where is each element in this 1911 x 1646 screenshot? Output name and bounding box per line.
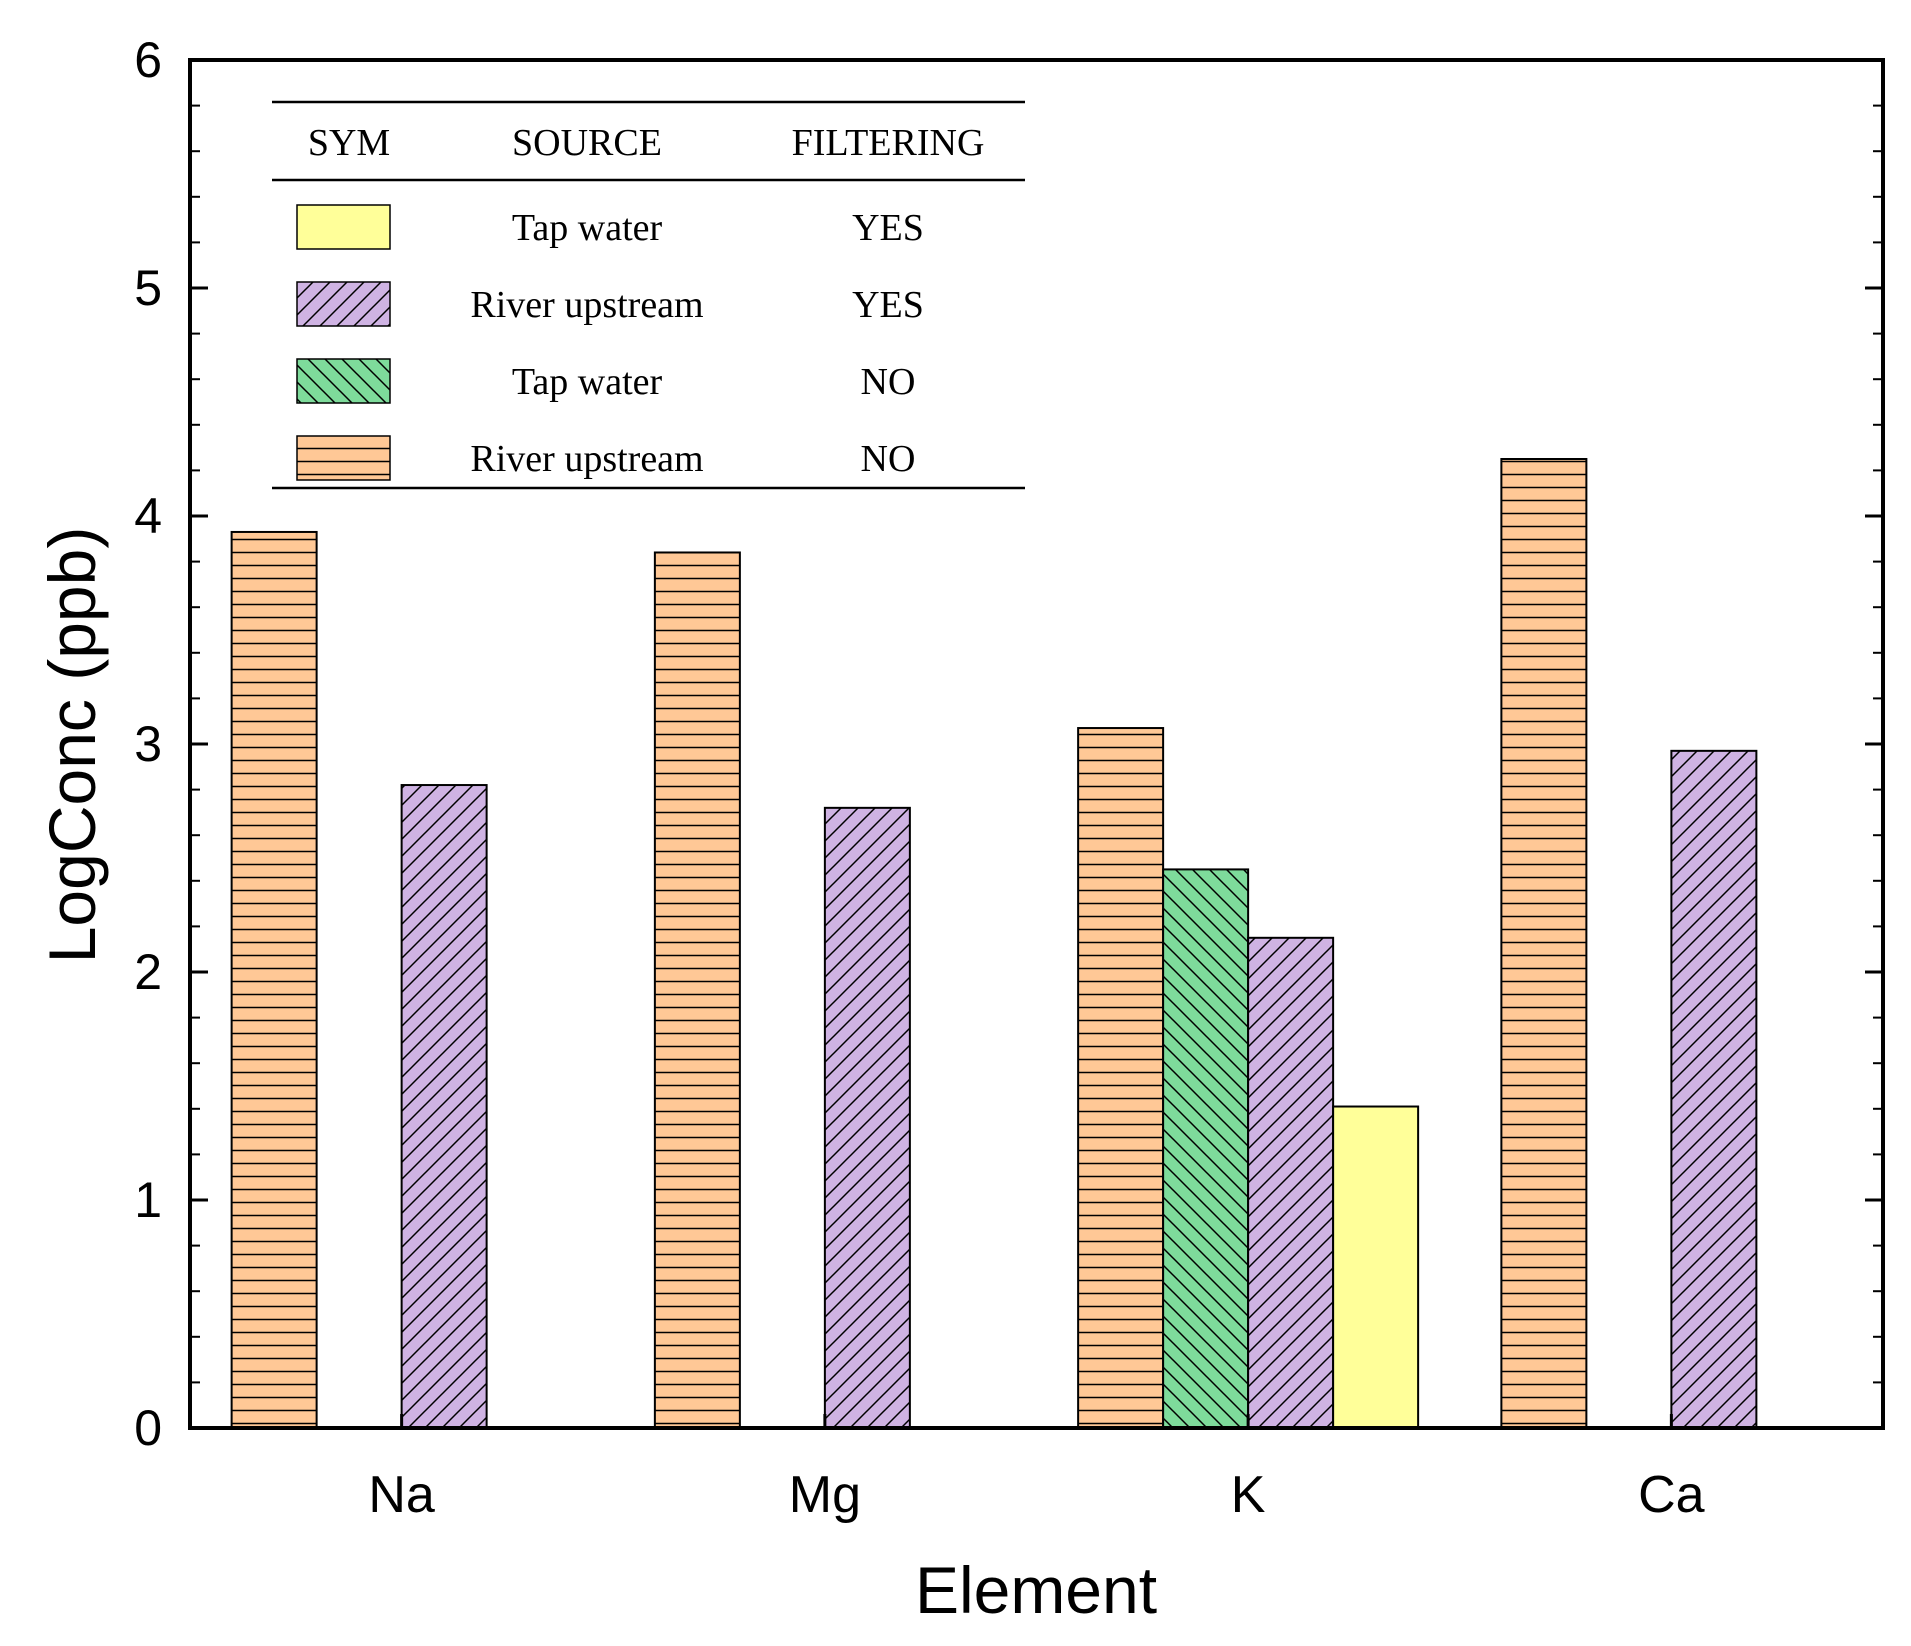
legend-filtering-2: YES bbox=[852, 284, 924, 326]
x-tick-label-na: Na bbox=[368, 1466, 435, 1524]
legend-swatch-river-yes-hatch bbox=[297, 282, 390, 326]
legend-swatch-tap-yes-outline bbox=[296, 204, 391, 250]
legend-swatch-river-yes-outline bbox=[296, 281, 391, 327]
bars-layer bbox=[230, 458, 1758, 1430]
y-tick-label-6: 6 bbox=[134, 32, 162, 88]
y-tick-label-4: 4 bbox=[134, 488, 162, 544]
legend-rows: Tap water YES River upstream YES Tap water NO… bbox=[296, 204, 924, 481]
legend-filtering-3: NO bbox=[861, 361, 916, 403]
bar-k-tap-no-hatch bbox=[1163, 869, 1249, 1428]
y-tick-label-5: 5 bbox=[134, 260, 162, 316]
bar-mg-river-no-hatch bbox=[654, 552, 740, 1428]
legend-source-3: Tap water bbox=[512, 361, 663, 403]
legend-swatch-river-no-hatch bbox=[297, 436, 390, 480]
legend-source-4: River upstream bbox=[470, 438, 703, 480]
y-tick-label-1: 1 bbox=[134, 1172, 162, 1228]
legend-swatch-tap-yes bbox=[297, 205, 390, 249]
legend-swatch-tap-no-hatch bbox=[297, 359, 390, 403]
bar-na-river-no-hatch bbox=[231, 531, 317, 1428]
legend-header-sym: SYM bbox=[308, 122, 390, 164]
x-tick-label-mg: Mg bbox=[789, 1466, 861, 1524]
y-tick-label-3: 3 bbox=[134, 716, 162, 772]
plot-frame bbox=[188, 58, 1885, 1430]
y-tick-label-2: 2 bbox=[134, 944, 162, 1000]
x-tick-label-ca: Ca bbox=[1638, 1466, 1705, 1524]
legend-swatch-river-no-outline bbox=[296, 435, 391, 481]
bar-k-tap-yes bbox=[1333, 1106, 1419, 1428]
x-axis-title: Element bbox=[915, 1553, 1157, 1627]
legend-source-2: River upstream bbox=[470, 284, 703, 326]
legend-filtering-1: YES bbox=[852, 207, 924, 249]
bar-k-river-no-hatch bbox=[1078, 728, 1164, 1428]
x-tick-labels: Na Mg K Ca bbox=[368, 1466, 1704, 1524]
x-tick-label-k: K bbox=[1231, 1466, 1266, 1524]
legend: SYM SOURCE FILTERING Tap water YES River u… bbox=[272, 100, 1025, 490]
legend-header-source: SOURCE bbox=[512, 122, 662, 164]
legend-source-1: Tap water bbox=[512, 207, 663, 249]
y-axis-title: LogConc (ppb) bbox=[35, 527, 109, 964]
legend-header-filtering: FILTERING bbox=[792, 122, 985, 164]
legend-swatch-tap-no-outline bbox=[296, 358, 391, 404]
y-tick-labels: 0 1 2 3 4 5 6 bbox=[134, 32, 162, 1456]
bar-ca-river-no-hatch bbox=[1501, 459, 1587, 1428]
legend-filtering-4: NO bbox=[861, 438, 916, 480]
y-tick-label-0: 0 bbox=[134, 1400, 162, 1456]
bar-ca-river-yes-hatch bbox=[1671, 750, 1757, 1428]
bar-mg-river-yes-hatch bbox=[824, 807, 910, 1428]
bar-k-river-yes-hatch bbox=[1248, 937, 1334, 1428]
bar-na-river-yes-hatch bbox=[401, 785, 487, 1428]
